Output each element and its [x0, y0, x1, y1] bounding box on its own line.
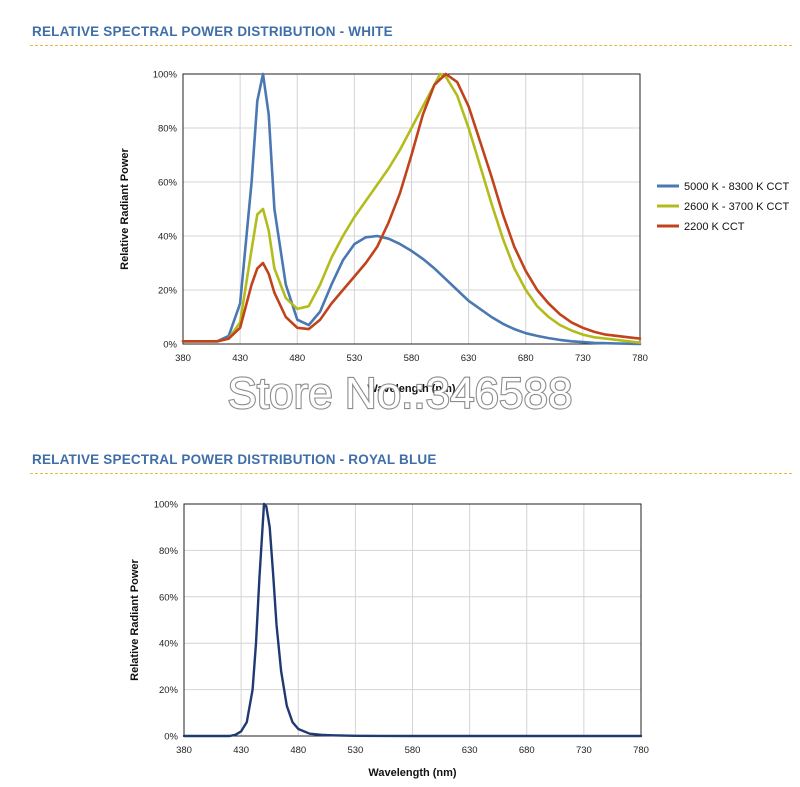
- x-tick-label: 780: [632, 353, 648, 364]
- chart-white-spectrum: 380 430 480 530 580 630 680 730 780 0% 20% 40% 60% 80…: [119, 70, 789, 396]
- section-title-white: RELATIVE SPECTRAL POWER DISTRIBUTION - W…: [32, 24, 393, 39]
- series-line-1: [181, 72, 642, 344]
- legend-label: 2600 K - 3700 K CCT: [684, 201, 789, 213]
- x-axis-title: Wavelength (nm): [367, 383, 456, 395]
- x-tick-label: 680: [518, 353, 534, 364]
- y-tick-label: 80%: [159, 546, 179, 557]
- section-divider-white: [30, 45, 792, 46]
- x-tick-label: 480: [290, 745, 306, 756]
- x-axis-title: Wavelength (nm): [368, 767, 457, 779]
- series-line-0: [182, 502, 643, 738]
- y-tick-label: 80%: [158, 124, 178, 135]
- y-axis-title: Relative Radiant Power: [129, 558, 141, 680]
- x-tick-label: 730: [575, 353, 591, 364]
- y-tick-label: 60%: [158, 178, 178, 189]
- legend-label: 5000 K - 8300 K CCT: [684, 181, 789, 193]
- plot-frame: [182, 73, 641, 345]
- x-tick-label: 430: [232, 353, 248, 364]
- x-tick-label: 430: [233, 745, 249, 756]
- y-tick-label: 100%: [154, 500, 179, 511]
- legend-label: 2200 K CCT: [684, 221, 745, 233]
- y-tick-label: 40%: [158, 232, 178, 243]
- x-tick-label: 580: [404, 353, 420, 364]
- y-tick-label: 100%: [153, 70, 178, 81]
- series-line-0: [181, 72, 642, 346]
- y-axis-title: Relative Radiant Power: [119, 147, 131, 269]
- x-tick-label: 380: [176, 745, 192, 756]
- x-tick-label: 530: [347, 745, 363, 756]
- x-tick-label: 780: [633, 745, 649, 756]
- y-tick-label: 20%: [158, 286, 178, 297]
- series-line-2: [181, 72, 642, 343]
- x-tick-label: 730: [576, 745, 592, 756]
- y-tick-label: 20%: [159, 685, 179, 696]
- x-tick-label: 530: [346, 353, 362, 364]
- y-tick-label: 40%: [159, 639, 179, 650]
- x-tick-label: 630: [462, 745, 478, 756]
- section-divider-royal-blue: [30, 473, 792, 474]
- x-tick-label: 380: [175, 353, 191, 364]
- x-tick-label: 680: [519, 745, 535, 756]
- chart-royal-blue-spectrum: 380 430 480 530 580 630 680 730 780 0% 20% 40% 60% 80…: [129, 500, 649, 780]
- x-tick-label: 630: [461, 353, 477, 364]
- x-tick-label: 480: [289, 353, 305, 364]
- y-tick-label: 60%: [159, 592, 179, 603]
- watermark-text: Store No.:346588: [228, 369, 573, 418]
- y-tick-label: 0%: [164, 732, 178, 743]
- section-title-royal-blue: RELATIVE SPECTRAL POWER DISTRIBUTION - R…: [32, 452, 437, 467]
- x-tick-label: 580: [405, 745, 421, 756]
- y-tick-label: 0%: [163, 340, 177, 351]
